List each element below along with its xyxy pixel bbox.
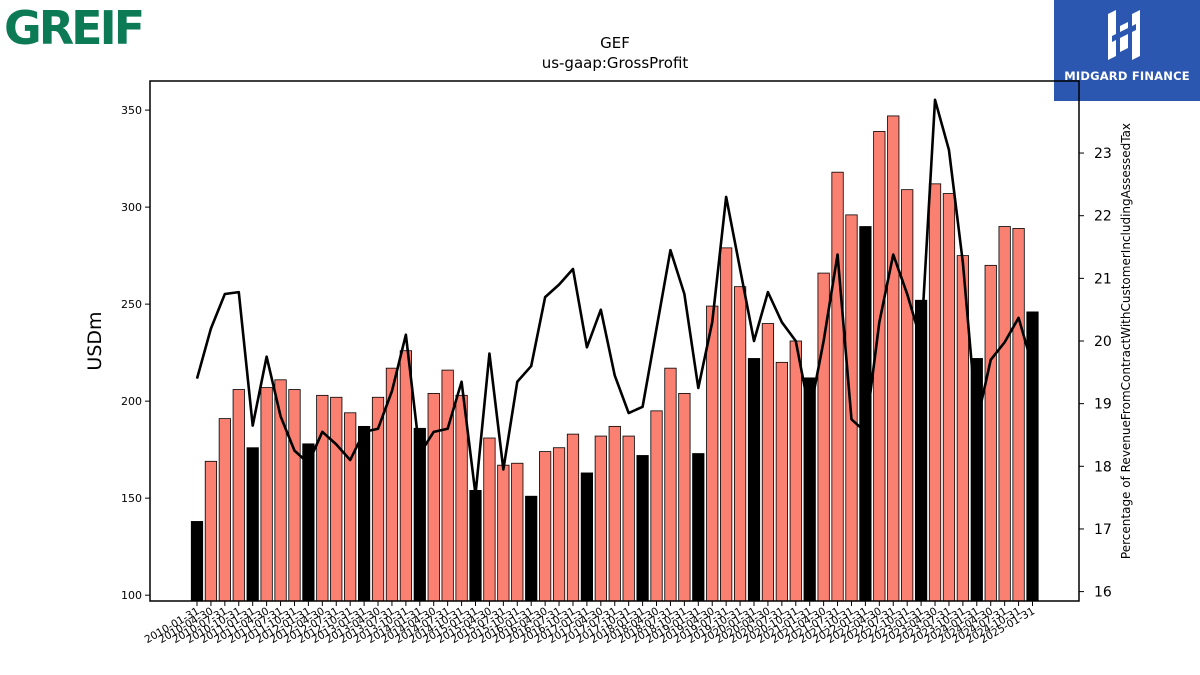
greif-logo: GREIF [4, 1, 150, 55]
quarterly-bar [344, 412, 357, 602]
quarterly-bar [998, 226, 1011, 602]
y-tick-label: 250 [121, 298, 142, 311]
y-tick-label: 100 [121, 589, 142, 602]
annual-bar [246, 447, 259, 602]
quarterly-bar [455, 394, 468, 602]
quarterly-bar [664, 367, 677, 602]
quarterly-bar [942, 193, 956, 602]
quarterly-bar [720, 247, 733, 602]
annual-bar [357, 425, 371, 602]
quarterly-bar [831, 171, 844, 602]
quarterly-bar [218, 418, 231, 602]
quarterly-bar [901, 189, 914, 602]
quarterly-bar [733, 286, 747, 602]
y-tick-label: 350 [121, 104, 142, 117]
annual-bar [190, 521, 204, 602]
y-tick-label: 200 [121, 395, 142, 408]
quarterly-bar [566, 433, 580, 602]
quarterly-bar [539, 451, 552, 602]
annual-bar [747, 358, 761, 602]
annual-bar [970, 358, 983, 602]
quarterly-bar [288, 389, 301, 602]
quarterly-bar [552, 447, 566, 602]
quarterly-bar [761, 323, 775, 602]
quarterly-bar [594, 435, 607, 602]
annual-bar [859, 226, 872, 602]
y-axis-label: USDm [84, 311, 106, 370]
x-axis: 2010-01-312010-04-302010-07-312010-10-31… [143, 601, 1037, 646]
annual-bar [580, 472, 594, 602]
quarterly-bar [232, 389, 245, 602]
midgard-emblem-icon [1108, 10, 1140, 60]
quarterly-bar [622, 435, 635, 602]
quarterly-bar [1012, 228, 1025, 602]
y-axis-right: 16 17 18 19 20 21 22 23 [1079, 146, 1112, 601]
y2-tick-label: 22 [1094, 209, 1112, 225]
annual-bar [469, 489, 482, 602]
quarterly-bar [399, 350, 412, 602]
annual-bar [636, 455, 649, 602]
quarterly-bar [887, 115, 900, 602]
percentage-line [195, 98, 1034, 496]
quarterly-bar [511, 462, 524, 602]
quarterly-bar [608, 425, 621, 602]
annual-bar [692, 453, 705, 602]
y2-tick-label: 16 [1094, 585, 1112, 601]
greif-logo-text: GREIF [4, 2, 142, 52]
quarterly-bar [497, 464, 510, 602]
chart-title: GEF [600, 34, 630, 52]
bars-layer [190, 115, 1039, 602]
y2-axis-label: Percentage of RevenueFromContractWithCus… [1119, 123, 1133, 559]
y-tick-label: 300 [121, 201, 142, 214]
quarterly-bar [650, 410, 663, 602]
line-layer [195, 98, 1034, 496]
y2-tick-label: 19 [1094, 397, 1112, 413]
quarterly-bar [260, 387, 273, 602]
midgard-finance-logo: MIDGARD FINANCE [1054, 0, 1200, 101]
y2-tick-label: 20 [1094, 334, 1112, 350]
quarterly-bar [316, 394, 329, 602]
quarterly-bar [483, 437, 496, 602]
annual-bar [914, 299, 928, 602]
midgard-logo-text: MIDGARD FINANCE [1064, 69, 1190, 83]
annual-bar [525, 495, 538, 602]
quarterly-bar [984, 264, 997, 602]
y2-tick-label: 17 [1094, 522, 1112, 538]
quarterly-bar [873, 131, 886, 602]
y-axis-left: 100 150 200 250 300 350 [121, 104, 150, 602]
y2-tick-label: 21 [1094, 271, 1112, 287]
annual-bar [302, 443, 315, 602]
quarterly-bar [706, 305, 719, 602]
quarterly-bar [789, 340, 802, 602]
chart-subtitle: us-gaap:GrossProfit [542, 54, 689, 72]
y2-tick-label: 18 [1094, 459, 1112, 475]
quarterly-bar [330, 396, 343, 602]
quarterly-bar [678, 392, 691, 602]
quarterly-bar [928, 183, 942, 602]
quarterly-bar [427, 392, 440, 602]
quarterly-bar [441, 369, 454, 602]
quarterly-bar [204, 460, 218, 602]
y-tick-label: 150 [121, 492, 142, 505]
quarterly-bar [775, 361, 788, 602]
y2-tick-label: 23 [1094, 146, 1112, 162]
